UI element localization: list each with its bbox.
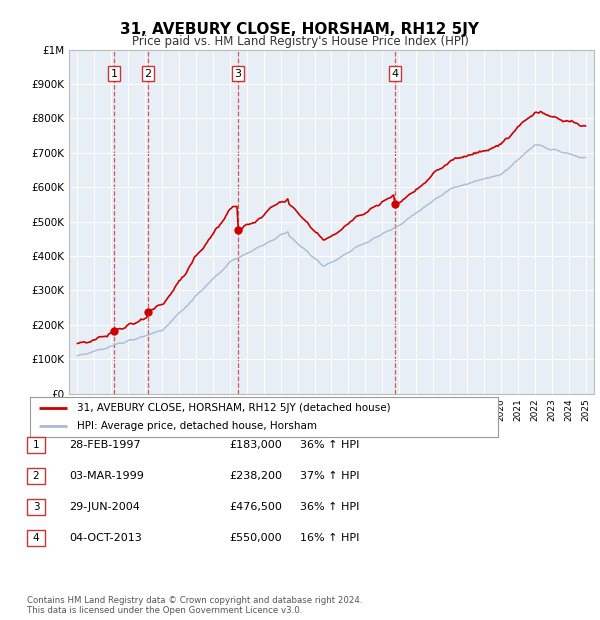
Text: 28-FEB-1997: 28-FEB-1997 <box>69 440 140 450</box>
Text: 4: 4 <box>391 69 398 79</box>
Text: 3: 3 <box>32 502 40 512</box>
Text: 1: 1 <box>32 440 40 450</box>
Text: 36% ↑ HPI: 36% ↑ HPI <box>300 502 359 512</box>
Text: Contains HM Land Registry data © Crown copyright and database right 2024.
This d: Contains HM Land Registry data © Crown c… <box>27 596 362 615</box>
Text: 04-OCT-2013: 04-OCT-2013 <box>69 533 142 543</box>
Text: 31, AVEBURY CLOSE, HORSHAM, RH12 5JY (detached house): 31, AVEBURY CLOSE, HORSHAM, RH12 5JY (de… <box>77 402 391 413</box>
Text: 36% ↑ HPI: 36% ↑ HPI <box>300 440 359 450</box>
Text: 29-JUN-2004: 29-JUN-2004 <box>69 502 140 512</box>
Text: £183,000: £183,000 <box>229 440 282 450</box>
Text: HPI: Average price, detached house, Horsham: HPI: Average price, detached house, Hors… <box>77 421 317 432</box>
Text: 2: 2 <box>145 69 152 79</box>
Text: 1: 1 <box>110 69 118 79</box>
Text: 2: 2 <box>32 471 40 481</box>
Text: 03-MAR-1999: 03-MAR-1999 <box>69 471 144 481</box>
Text: 3: 3 <box>235 69 242 79</box>
Text: 31, AVEBURY CLOSE, HORSHAM, RH12 5JY: 31, AVEBURY CLOSE, HORSHAM, RH12 5JY <box>121 22 479 37</box>
Text: 4: 4 <box>32 533 40 543</box>
Text: £550,000: £550,000 <box>229 533 282 543</box>
Text: 37% ↑ HPI: 37% ↑ HPI <box>300 471 359 481</box>
Text: Price paid vs. HM Land Registry's House Price Index (HPI): Price paid vs. HM Land Registry's House … <box>131 35 469 48</box>
Text: £238,200: £238,200 <box>229 471 282 481</box>
Text: 16% ↑ HPI: 16% ↑ HPI <box>300 533 359 543</box>
Text: £476,500: £476,500 <box>229 502 282 512</box>
